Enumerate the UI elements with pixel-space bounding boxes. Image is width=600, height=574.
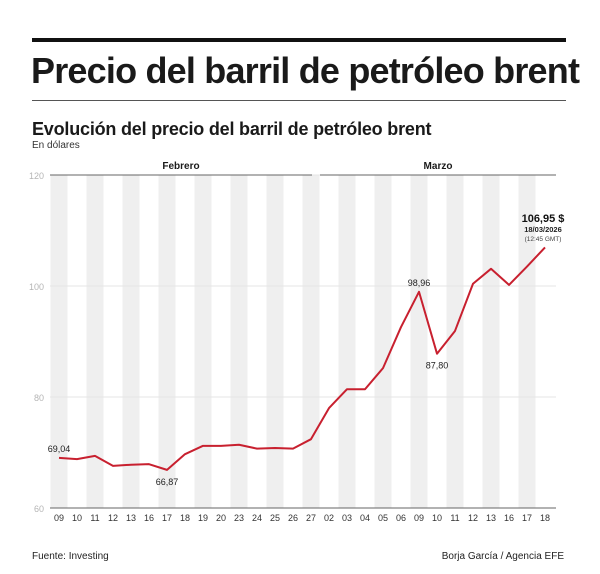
x-tick-label: 02 <box>324 513 334 523</box>
data-label: 69,04 <box>48 444 71 454</box>
y-tick-label: 80 <box>34 393 44 403</box>
column-stripe <box>266 175 284 508</box>
x-tick-label: 11 <box>90 513 99 523</box>
column-stripe <box>230 175 248 508</box>
column-stripe <box>518 175 536 508</box>
x-tick-label: 19 <box>198 513 208 523</box>
x-tick-label: 13 <box>126 513 136 523</box>
x-tick-label: 03 <box>342 513 352 523</box>
source-label: Fuente: Investing <box>32 551 109 562</box>
title-divider <box>32 100 566 101</box>
x-tick-label: 12 <box>468 513 478 523</box>
credit-label: Borja García / Agencia EFE <box>441 551 564 562</box>
y-tick-label: 100 <box>29 282 44 292</box>
x-tick-label: 04 <box>360 513 370 523</box>
top-rule <box>32 38 566 42</box>
x-tick-label: 24 <box>252 513 262 523</box>
column-stripe <box>158 175 176 508</box>
x-tick-label: 12 <box>108 513 118 523</box>
last-time-label: (12:45 GMT) <box>525 236 562 243</box>
x-tick-label: 11 <box>450 513 459 523</box>
column-stripe <box>50 175 68 508</box>
x-tick-label: 13 <box>486 513 496 523</box>
column-stripe <box>338 175 356 508</box>
last-value-label: 106,95 $ <box>522 213 565 225</box>
x-tick-label: 16 <box>144 513 154 523</box>
chart-subtitle: Evolución del precio del barril de petró… <box>32 119 432 139</box>
data-label: 87,80 <box>426 361 449 371</box>
data-label: 98,96 <box>408 278 431 288</box>
column-stripe <box>122 175 140 508</box>
column-stripe <box>446 175 464 508</box>
column-stripe <box>374 175 392 508</box>
x-tick-label: 20 <box>216 513 226 523</box>
month-label: Marzo <box>424 161 453 172</box>
column-stripe <box>194 175 212 508</box>
x-tick-label: 18 <box>540 513 550 523</box>
x-tick-label: 17 <box>522 513 532 523</box>
unit-label: En dólares <box>32 140 80 151</box>
x-tick-label: 18 <box>180 513 190 523</box>
x-tick-label: 23 <box>234 513 244 523</box>
y-tick-label: 60 <box>34 504 44 514</box>
column-stripe <box>302 175 320 508</box>
price-line <box>58 246 546 471</box>
column-stripe <box>86 175 104 508</box>
x-tick-label: 06 <box>396 513 406 523</box>
last-date-label: 18/03/2026 <box>524 225 562 234</box>
x-tick-label: 09 <box>54 513 64 523</box>
x-tick-label: 26 <box>288 513 298 523</box>
x-tick-label: 25 <box>270 513 280 523</box>
column-stripe <box>482 175 500 508</box>
x-tick-label: 09 <box>414 513 424 523</box>
page-title: Precio del barril de petróleo brent <box>31 50 580 91</box>
x-tick-label: 10 <box>72 513 82 523</box>
data-label: 66,87 <box>156 477 179 487</box>
month-label: Febrero <box>162 161 199 172</box>
column-stripe <box>410 175 428 508</box>
x-tick-label: 05 <box>378 513 388 523</box>
x-tick-label: 10 <box>432 513 442 523</box>
x-tick-label: 27 <box>306 513 316 523</box>
x-tick-label: 17 <box>162 513 172 523</box>
y-tick-label: 120 <box>29 171 44 181</box>
x-tick-label: 16 <box>504 513 514 523</box>
